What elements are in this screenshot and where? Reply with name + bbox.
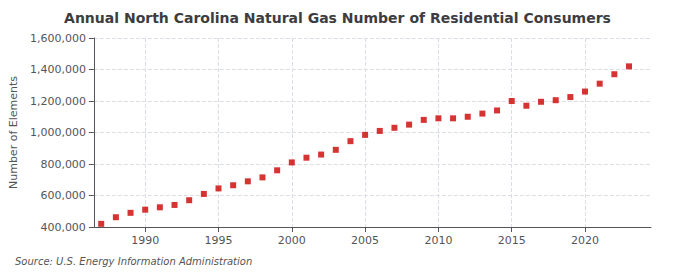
svg-text:1990: 1990 — [131, 234, 159, 247]
svg-text:600,000: 600,000 — [40, 189, 86, 202]
svg-text:1,200,000: 1,200,000 — [30, 95, 86, 108]
svg-text:2000: 2000 — [278, 234, 306, 247]
svg-text:Source: U.S. Energy Informatio: Source: U.S. Energy Information Administ… — [15, 256, 252, 267]
svg-text:1,000,000: 1,000,000 — [30, 126, 86, 139]
svg-text:400,000: 400,000 — [40, 221, 86, 234]
svg-text:2010: 2010 — [424, 234, 452, 247]
svg-text:2005: 2005 — [351, 234, 379, 247]
svg-text:1995: 1995 — [205, 234, 233, 247]
svg-text:2015: 2015 — [498, 234, 526, 247]
svg-text:Number of Elements: Number of Elements — [7, 76, 20, 189]
svg-text:Annual North Carolina Natural: Annual North Carolina Natural Gas Number… — [64, 10, 611, 26]
svg-text:800,000: 800,000 — [40, 158, 86, 171]
svg-text:1,600,000: 1,600,000 — [30, 32, 86, 45]
svg-text:1,400,000: 1,400,000 — [30, 63, 86, 76]
svg-text:2020: 2020 — [571, 234, 599, 247]
